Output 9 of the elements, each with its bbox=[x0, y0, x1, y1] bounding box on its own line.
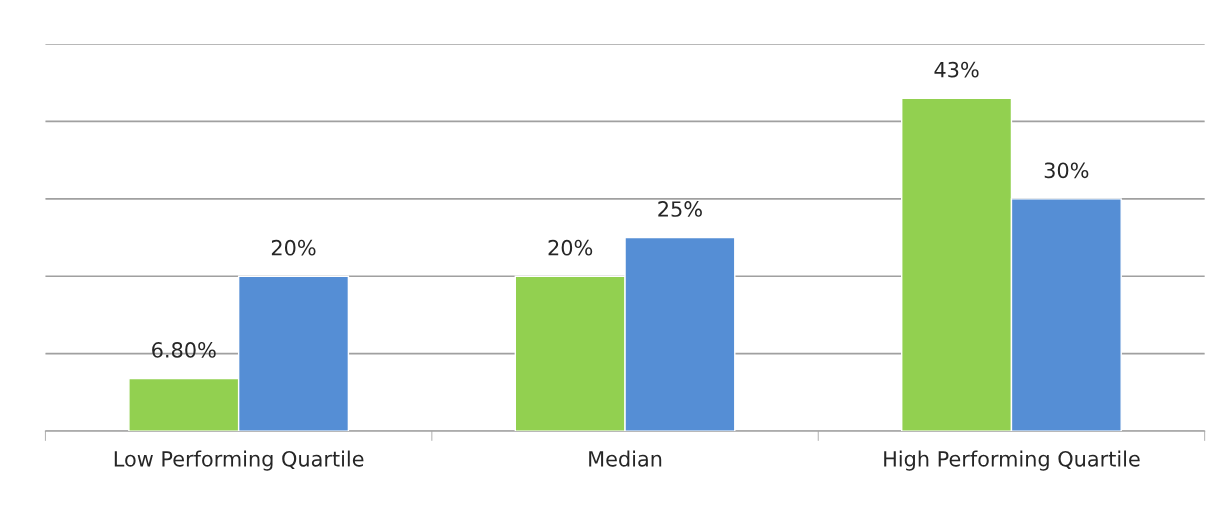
x-tick-label: Median bbox=[589, 450, 662, 467]
data-label: 6.80% bbox=[152, 342, 216, 358]
x-tick-label: Low Performing Quartile bbox=[114, 450, 364, 471]
data-label: 25% bbox=[658, 201, 702, 217]
data-label: 20% bbox=[271, 239, 316, 256]
x-tick-label: High Performing Quartile bbox=[884, 450, 1140, 471]
data-label: 43% bbox=[934, 61, 979, 78]
data-label: 30% bbox=[1044, 162, 1089, 179]
data-label: 20% bbox=[548, 239, 593, 256]
